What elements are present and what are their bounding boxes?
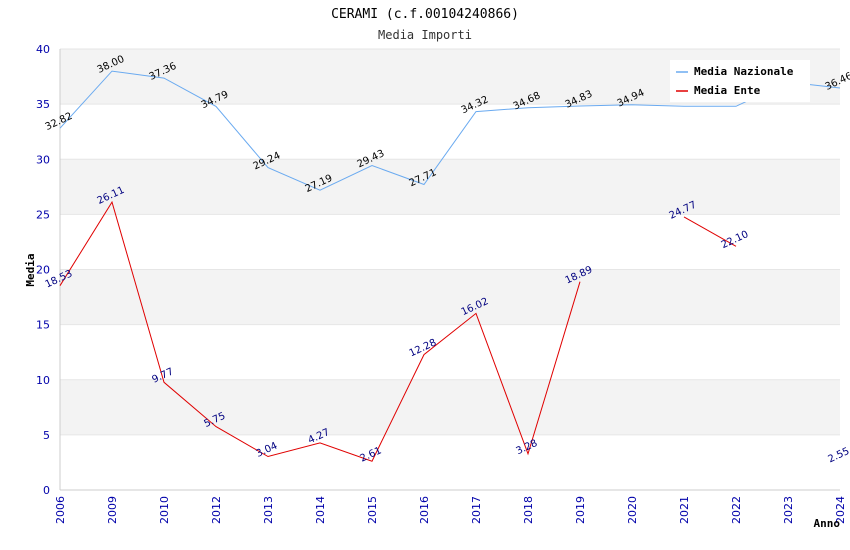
x-tick-label: 2017 xyxy=(470,496,483,524)
y-tick-label: 25 xyxy=(36,208,50,221)
y-tick-label: 5 xyxy=(43,429,50,442)
legend-label-ente: Media Ente xyxy=(694,84,761,97)
y-tick-label: 20 xyxy=(36,264,50,277)
x-tick-label: 2021 xyxy=(678,496,691,524)
plot-band xyxy=(60,379,840,435)
plot-band xyxy=(60,269,840,325)
y-tick-label: 10 xyxy=(36,374,50,387)
y-tick-label: 40 xyxy=(36,43,50,56)
chart-subtitle: Media Importi xyxy=(378,28,472,42)
series-line-ente xyxy=(683,216,737,247)
x-tick-label: 2013 xyxy=(262,496,275,524)
plot-band xyxy=(60,434,840,490)
series-lines xyxy=(59,70,841,462)
x-axis-ticks: 2006 2009 2010 2012 2013 2014 2015 2016 2017 2018… xyxy=(54,496,847,524)
chart-title: CERAMI (c.f.00104240866) xyxy=(331,7,519,22)
series-line-nazionale xyxy=(59,70,841,191)
plot-band xyxy=(60,104,840,160)
x-tick-label: 2009 xyxy=(106,496,119,524)
y-tick-label: 15 xyxy=(36,319,50,332)
y-axis-ticks: 0 5 10 15 20 25 30 35 40 xyxy=(36,43,50,497)
legend-box xyxy=(670,60,810,102)
plot-band xyxy=(60,159,840,215)
y-tick-label: 30 xyxy=(36,153,50,166)
y-tick-label: 0 xyxy=(43,484,50,497)
x-tick-label: 2022 xyxy=(730,496,743,524)
x-tick-label: 2023 xyxy=(782,496,795,524)
x-tick-label: 2015 xyxy=(366,496,379,524)
plot-band xyxy=(60,214,840,270)
legend: Media Nazionale Media Ente xyxy=(670,60,810,102)
x-tick-label: 2016 xyxy=(418,496,431,524)
x-tick-label: 2024 xyxy=(834,496,847,524)
x-tick-label: 2020 xyxy=(626,496,639,524)
plot-band xyxy=(60,324,840,380)
x-tick-label: 2018 xyxy=(522,496,535,524)
y-tick-label: 35 xyxy=(36,98,50,111)
x-tick-label: 2019 xyxy=(574,496,587,524)
x-tick-label: 2006 xyxy=(54,496,67,524)
x-axis-label: Anno xyxy=(814,517,841,530)
plot-background-bands xyxy=(60,49,840,490)
legend-label-nazionale: Media Nazionale xyxy=(694,65,794,78)
x-tick-label: 2012 xyxy=(210,496,223,524)
x-tick-label: 2014 xyxy=(314,496,327,524)
y-axis-label: Media xyxy=(24,253,37,286)
x-tick-label: 2010 xyxy=(158,496,171,524)
series-line-ente xyxy=(59,200,581,462)
